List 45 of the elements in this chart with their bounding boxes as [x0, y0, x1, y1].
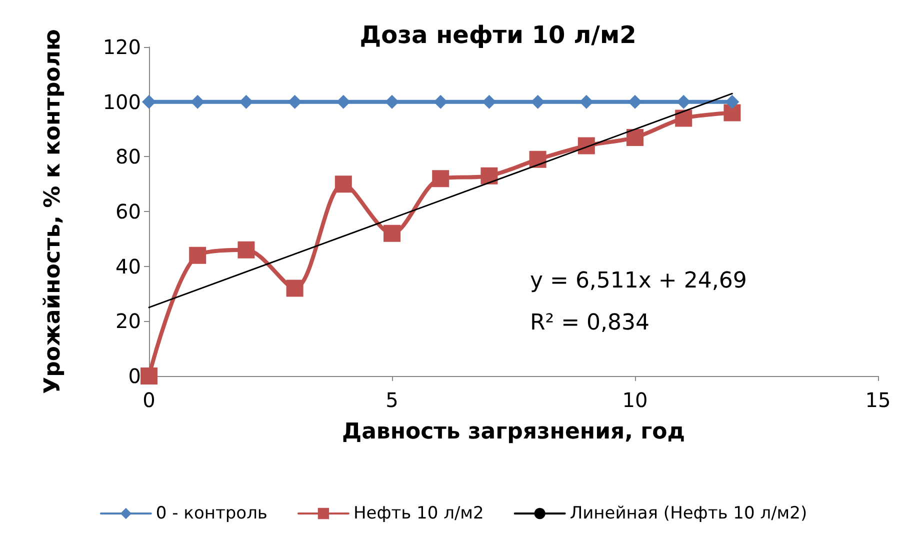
point [626, 128, 644, 146]
point [239, 94, 254, 109]
point [628, 94, 642, 109]
y-tick-label: 80 [116, 144, 141, 169]
y-tick-label: 120 [102, 35, 141, 59]
point [189, 246, 206, 264]
x-tick-label: 0 [142, 388, 156, 412]
point [434, 94, 448, 109]
x-tick-label: 5 [386, 388, 398, 412]
point [579, 94, 594, 109]
point [286, 280, 304, 297]
x-axis-title: Давность загрязнения, год [342, 420, 686, 444]
x-tick-label: 10 [622, 388, 648, 412]
y-tick-label: 20 [116, 309, 141, 334]
point [288, 94, 302, 109]
y-tick-label: 40 [116, 254, 141, 278]
point [384, 224, 400, 242]
x-tick-label: 15 [865, 388, 891, 412]
point [724, 104, 741, 122]
point [480, 167, 498, 184]
point [432, 170, 450, 188]
y-tick-label: 100 [102, 90, 141, 114]
legend-label: Линейная (Нефть 10 л/м2) [570, 504, 808, 524]
y-axis-title: Урожайность, % к контролю [40, 29, 66, 394]
point [578, 137, 595, 154]
annotation: R² = 0,834 [530, 310, 650, 336]
point [482, 94, 496, 109]
point [190, 94, 205, 109]
point [334, 176, 352, 193]
point [725, 94, 740, 109]
point [142, 94, 156, 109]
point [385, 94, 399, 109]
point [140, 368, 158, 384]
point [238, 241, 255, 258]
point [675, 110, 692, 127]
point [336, 94, 350, 109]
annotation: y = 6,511x + 24,69 [530, 268, 747, 294]
legend-label: 0 - контроль [156, 504, 268, 524]
chart-title: Доза нефти 10 л/м2 [360, 21, 636, 49]
point [529, 150, 546, 168]
legend-label: Нефть 10 л/м2 [353, 504, 484, 524]
y-tick-label: 60 [116, 200, 141, 224]
point [530, 94, 545, 109]
point [676, 94, 691, 109]
y-tick-label: 0 [128, 364, 141, 388]
